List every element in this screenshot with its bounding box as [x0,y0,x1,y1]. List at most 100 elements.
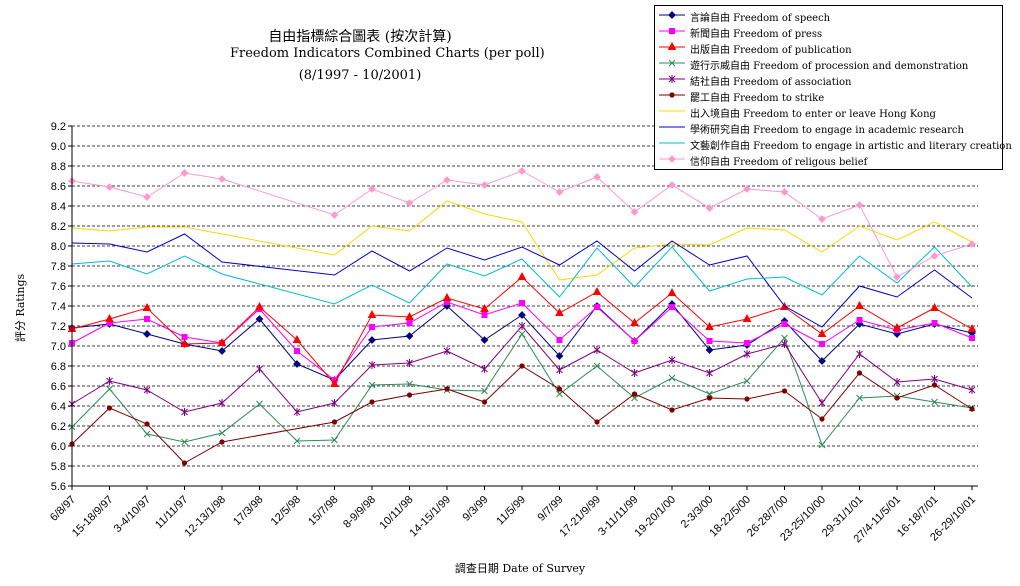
data-point [256,400,263,408]
data-point [669,92,675,98]
legend-swatch [659,75,685,83]
data-point [744,396,750,402]
chart-period: (8/1997 - 10/2001) [298,68,422,83]
data-point [668,11,676,19]
y-tick-label: 7.2 [51,321,66,333]
data-point [594,304,600,310]
data-point [781,388,788,394]
data-point [143,430,151,438]
data-point [555,307,564,316]
data-point [144,421,150,427]
data-point [330,211,339,219]
legend-swatch [659,28,685,34]
data-point [519,363,525,369]
data-point [517,271,527,280]
x-tick-label: 15/7/98 [306,494,340,528]
data-point [856,394,863,402]
data-point [930,302,939,311]
data-point [744,340,750,346]
data-point [218,429,226,437]
legend-label: 結社自由 Freedom of association [690,77,852,88]
legend-label: 新聞自由 Freedom of press [690,29,823,40]
data-point [931,398,938,406]
data-point [180,338,189,347]
data-point [555,188,564,196]
y-tick-label: 5.6 [51,481,66,493]
series-line [71,200,973,281]
data-point [780,188,789,196]
data-point [480,303,489,312]
data-point [144,316,150,322]
data-point [292,334,302,343]
data-point [894,395,900,401]
legend-entry: 新聞自由 Freedom of press [655,24,1004,40]
data-point [594,419,600,425]
data-point [105,313,114,322]
data-point [705,204,714,212]
data-point [181,460,188,466]
legend-entry: 文藝創作自由 Freedom to engage in artistic and… [655,136,1012,152]
data-point [931,320,938,326]
data-point [519,300,525,306]
data-point [667,41,677,50]
data-point [443,176,451,184]
y-tick-label: 8.4 [51,201,66,213]
series-line [71,246,973,305]
legend-entry: 遊行示威自由 Freedom of procession and demonst… [655,56,1004,72]
data-point [106,320,113,326]
data-point [669,304,675,310]
axes [71,126,978,487]
y-tick-label: 6.8 [51,361,66,373]
data-point [255,301,264,310]
data-point [556,337,563,343]
data-point [893,273,901,281]
data-point [968,386,976,394]
legend-swatch [659,142,685,144]
data-point [218,175,226,183]
series-5 [69,363,975,466]
data-point [218,347,226,355]
data-point [143,386,151,394]
data-point [930,252,939,260]
data-point [406,320,413,326]
data-point [743,185,751,193]
y-tick-labels: 5.6 5.8 6.0 6.2 6.4 6.6 6.8 7.0 7.2 7.4 7.6 7.8 8.0 8… [51,121,66,493]
data-point [668,75,676,83]
legend-entry: 學術研究自由 Freedom to engage in academic res… [655,120,1004,136]
x-tick-label: 11/11/97 [153,494,191,532]
data-point [106,385,113,393]
data-point [256,365,263,373]
data-point [967,323,977,332]
data-point [142,302,152,311]
data-point [818,215,826,223]
data-point [781,334,788,342]
legend-swatch [659,11,685,19]
data-point [293,408,301,416]
data-point [743,377,751,385]
series-9 [68,167,976,281]
data-point [856,350,863,358]
data-point [219,439,225,445]
data-point [706,338,713,344]
series-line [71,365,973,464]
data-point [480,181,489,189]
data-point [367,309,377,318]
data-point [406,359,413,367]
data-point [631,338,638,344]
data-point [442,292,452,301]
data-point [668,356,676,364]
data-point [106,377,113,385]
series-line [71,325,973,413]
data-point [369,399,375,405]
data-point [931,375,938,383]
data-point [593,362,601,370]
data-point [556,386,563,392]
chart-subtitle: Freedom Indicators Combined Charts (per … [230,46,545,61]
data-point [480,336,489,344]
x-tick-label: 11/5/99 [494,494,528,528]
series-3 [68,330,976,449]
data-point [481,399,488,405]
x-tick-label: 12/5/98 [269,494,303,528]
x-tick-label: 9/3/99 [461,494,491,524]
